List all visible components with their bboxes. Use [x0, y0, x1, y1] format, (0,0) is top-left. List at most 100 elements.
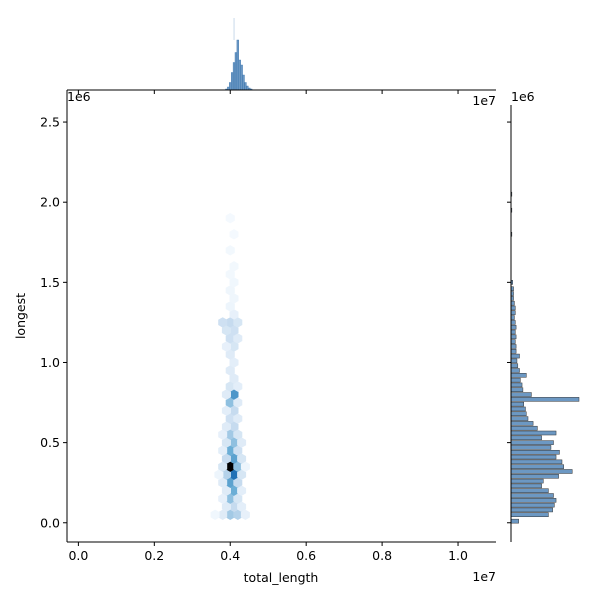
- right-marginal-bar: [510, 474, 559, 479]
- right-marginal-bar: [510, 454, 557, 460]
- top-marginal-histogram: [77, 18, 459, 94]
- hexbin-cell: [221, 501, 231, 512]
- hexbin-cell: [225, 397, 235, 408]
- y-axis-ticks: 0.0 0.5 1.0 1.5 2.0 2.5: [40, 115, 67, 530]
- right-marginal-bar: [510, 440, 554, 445]
- hexbin-cell: [229, 501, 239, 512]
- right-marginal-bar: [510, 334, 517, 340]
- right-marginal-bar: [510, 478, 544, 484]
- right-marginal-bar: [510, 349, 517, 354]
- right-marginal-bar: [510, 300, 515, 306]
- top-marginal-bar: [244, 82, 247, 91]
- right-marginal-bar: [510, 344, 517, 349]
- right-marginal-scale-label: 1e6: [511, 89, 535, 104]
- hexbin-cell: [229, 261, 239, 272]
- hexbin-cell: [229, 341, 239, 352]
- hexbin-cell: [221, 421, 231, 432]
- top-marginal-bar: [232, 62, 236, 91]
- hexbin-cell: [229, 389, 239, 400]
- hexbin-cell: [210, 509, 220, 520]
- hexbin-cell: [229, 421, 239, 432]
- hexbin-cell: [221, 453, 231, 464]
- hexbin-cell: [229, 453, 239, 464]
- hexbin-cell: [229, 229, 239, 240]
- hexbin-cell: [218, 317, 228, 328]
- x-tick-label: 0.4: [220, 548, 240, 563]
- right-marginal-bar: [510, 324, 517, 330]
- top-marginal-bar: [236, 39, 239, 91]
- top-marginal-bar: [229, 82, 232, 91]
- right-marginal-bar: [510, 329, 516, 335]
- right-marginal-bar: [510, 377, 521, 383]
- right-marginal-bar: [510, 493, 554, 498]
- hexbin-cell: [218, 509, 228, 520]
- hexbin-cell: [225, 301, 235, 312]
- hexbin-cell: [218, 445, 228, 456]
- top-marginal-bar: [234, 52, 238, 91]
- hexbin-cell: [225, 285, 235, 296]
- x-tick-label: 1.0: [448, 548, 468, 563]
- hexbin-cell: [233, 397, 243, 408]
- hexbin-cell: [218, 429, 228, 440]
- y-tick-label: 0.0: [40, 515, 60, 530]
- hexbin-cell: [237, 437, 247, 448]
- right-marginal-bar: [510, 464, 564, 469]
- hexbin-cell: [229, 277, 239, 288]
- right-marginal-bar: [510, 382, 523, 388]
- hexbin-cell: [229, 405, 239, 416]
- right-marginal-bar: [510, 353, 520, 359]
- hexbin-cell: [225, 509, 235, 520]
- x-tick-label: 0.8: [372, 548, 392, 563]
- y-tick-label: 1.0: [40, 355, 60, 370]
- right-marginal-histogram: [510, 191, 580, 524]
- right-marginal-bar: [510, 421, 534, 426]
- hexbin-cell: [225, 349, 235, 360]
- hexbin-cell: [225, 245, 235, 256]
- x-tick-label: 0.2: [144, 548, 164, 563]
- right-marginal-bar: [510, 305, 516, 311]
- x-tick-label: 0.6: [296, 548, 316, 563]
- top-marginal-scale-label: 1e7: [472, 93, 496, 108]
- right-marginal-bar: [510, 387, 524, 392]
- right-marginal-bar: [510, 425, 538, 431]
- right-marginal-bar: [510, 469, 573, 474]
- hexbin-plot-area: [210, 213, 250, 520]
- right-marginal-bar: [510, 339, 516, 344]
- y-axis-scale-label: 1e6: [67, 89, 91, 104]
- top-marginal-bar: [246, 85, 249, 91]
- hexbin-cell: [233, 381, 243, 392]
- hexbin-cell: [221, 405, 231, 416]
- hexbin-cell: [221, 341, 231, 352]
- hexbin-cell: [225, 333, 235, 344]
- hexbin-cell: [237, 485, 247, 496]
- right-marginal-bar: [510, 449, 560, 455]
- y-tick-label: 2.0: [40, 195, 60, 210]
- hexbin-cell: [218, 461, 228, 472]
- top-marginal-bar: [238, 59, 241, 91]
- hexbin-cell: [233, 413, 243, 424]
- right-marginal-bar: [510, 502, 555, 508]
- hexbin-cell: [229, 293, 239, 304]
- right-marginal-bar: [510, 435, 542, 441]
- hexbin-cell: [218, 477, 228, 488]
- hexbin-cell: [237, 469, 247, 480]
- hexbin-cell: [229, 469, 239, 480]
- hexbin-cell: [229, 325, 239, 336]
- hexbin-cell: [240, 509, 250, 520]
- right-marginal-bar: [510, 373, 527, 378]
- right-marginal-bar: [510, 310, 516, 316]
- hexbin-cell: [214, 469, 224, 480]
- y-axis-label: longest: [13, 293, 28, 339]
- hexbin-cell: [233, 461, 243, 472]
- hexbin-cell: [237, 501, 247, 512]
- y-tick-label: 2.5: [40, 115, 60, 130]
- hexbin-cell: [221, 485, 231, 496]
- hexbin-cell: [233, 317, 243, 328]
- right-marginal-bar: [510, 416, 529, 421]
- right-marginal-bar: [510, 488, 549, 493]
- hexbin-cell: [233, 333, 243, 344]
- hexbin-cell: [221, 389, 231, 400]
- hexbin-cell: [233, 493, 243, 504]
- right-marginal-bar: [510, 445, 552, 450]
- hexbin-cell: [233, 509, 243, 520]
